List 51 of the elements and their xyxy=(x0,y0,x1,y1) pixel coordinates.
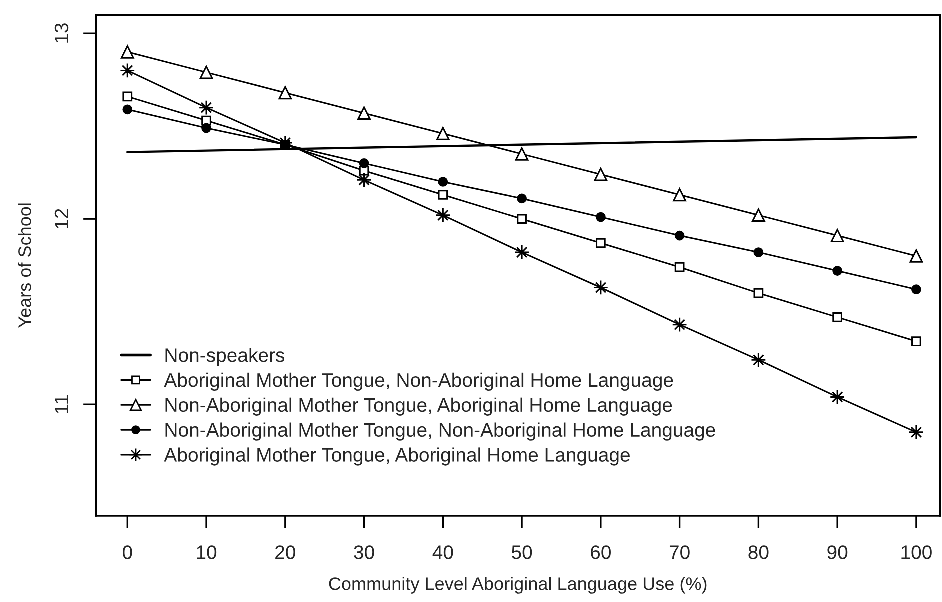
point xyxy=(832,266,842,276)
x-tick-label: 70 xyxy=(670,546,690,560)
point xyxy=(438,190,448,200)
point xyxy=(202,123,212,134)
legend-label: Non-speakers xyxy=(166,348,285,366)
point xyxy=(752,208,766,222)
point xyxy=(122,104,133,115)
point xyxy=(912,336,922,346)
y-axis-title: Years of School xyxy=(18,204,32,328)
point xyxy=(910,250,924,263)
legend-label: Aboriginal Mother Tongue, Aboriginal Home Language xyxy=(164,448,630,466)
legend-label: Non-Aboriginal Mother Tongue, Aboriginal Home Language xyxy=(166,398,672,416)
point xyxy=(438,177,448,187)
point xyxy=(912,284,922,295)
point xyxy=(200,66,214,80)
point xyxy=(514,244,530,260)
legend-label: Aboriginal Mother Tongue, Non-Aboriginal Home Language xyxy=(164,372,674,392)
x-tick-label: 50 xyxy=(512,546,532,560)
point xyxy=(517,194,527,204)
point xyxy=(122,92,133,102)
point xyxy=(120,45,134,59)
x-tick-label: 60 xyxy=(591,546,611,560)
point xyxy=(358,106,371,120)
point xyxy=(278,86,292,100)
point xyxy=(754,248,764,258)
x-tick-label: 0 xyxy=(122,546,132,560)
point xyxy=(359,158,370,168)
x-tick-label: 80 xyxy=(748,546,769,560)
point xyxy=(515,148,529,161)
y-tick-label: 11 xyxy=(55,395,68,414)
point xyxy=(673,188,686,202)
point xyxy=(830,229,844,242)
x-tick-label: 90 xyxy=(828,546,848,560)
point xyxy=(594,168,608,182)
point xyxy=(674,230,685,241)
legend-label: Non-Aboriginal Mother Tongue, Non-Aboriginal Home Language xyxy=(166,422,716,441)
x-tick-label: 40 xyxy=(432,546,454,560)
y-tick-label: 12 xyxy=(54,209,68,228)
point xyxy=(436,127,450,140)
point xyxy=(596,238,606,248)
point xyxy=(517,214,527,224)
y-tick-label: 13 xyxy=(54,24,69,43)
point xyxy=(754,288,764,298)
point xyxy=(832,312,842,322)
x-axis-title: Community Level Aboriginal Language Use (%) xyxy=(329,577,707,594)
x-tick-label: 10 xyxy=(197,546,217,560)
point xyxy=(674,262,685,272)
x-tick-label: 100 xyxy=(902,546,932,560)
point xyxy=(596,212,606,222)
x-tick-label: 30 xyxy=(354,546,374,560)
x-tick-label: 20 xyxy=(276,546,296,560)
